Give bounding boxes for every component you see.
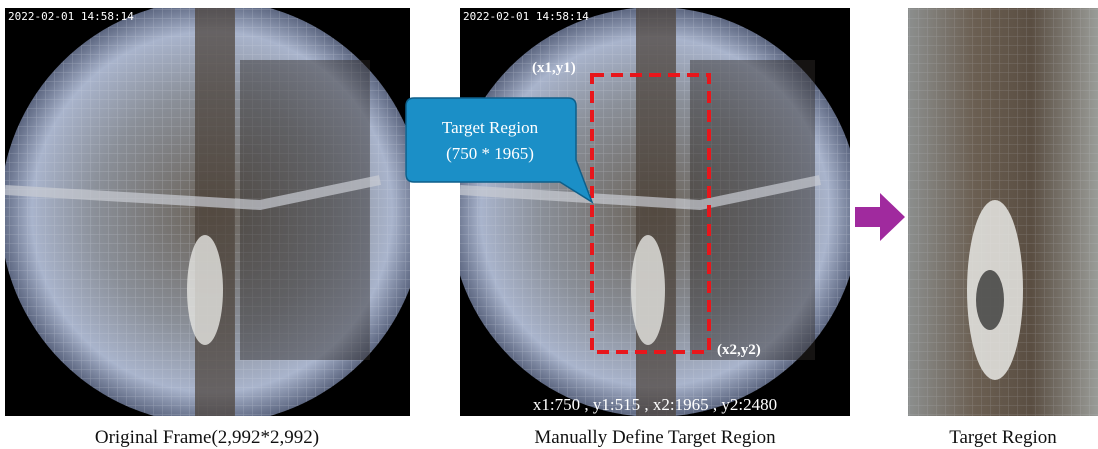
corner-label: (x1,y1) (532, 60, 576, 76)
coordinates: x1:750 , y1:515 , x2:1965 , y2:2480 (533, 395, 777, 414)
callout-title: Target Region (442, 118, 539, 137)
caption: Target Region (949, 427, 1057, 448)
caption: Manually Define Target Region (534, 427, 776, 448)
callout-size: (750 * 1965) (446, 144, 534, 163)
cropped-frame (908, 8, 1098, 416)
annotated-frame (450, 7, 860, 417)
page: 2022-02-01 14:58:14 Original Frame(2,992… (0, 0, 1098, 449)
timestamp: 2022-02-01 14:58:14 (8, 10, 134, 23)
figure: 2022-02-01 14:58:14 Original Frame(2,992… (0, 0, 1098, 449)
arrow (855, 193, 905, 241)
timestamp: 2022-02-01 14:58:14 (463, 10, 589, 23)
corner-label: (x2,y2) (717, 342, 761, 358)
caption: Original Frame(2,992*2,992) (95, 427, 319, 448)
original-frame (0, 0, 424, 424)
